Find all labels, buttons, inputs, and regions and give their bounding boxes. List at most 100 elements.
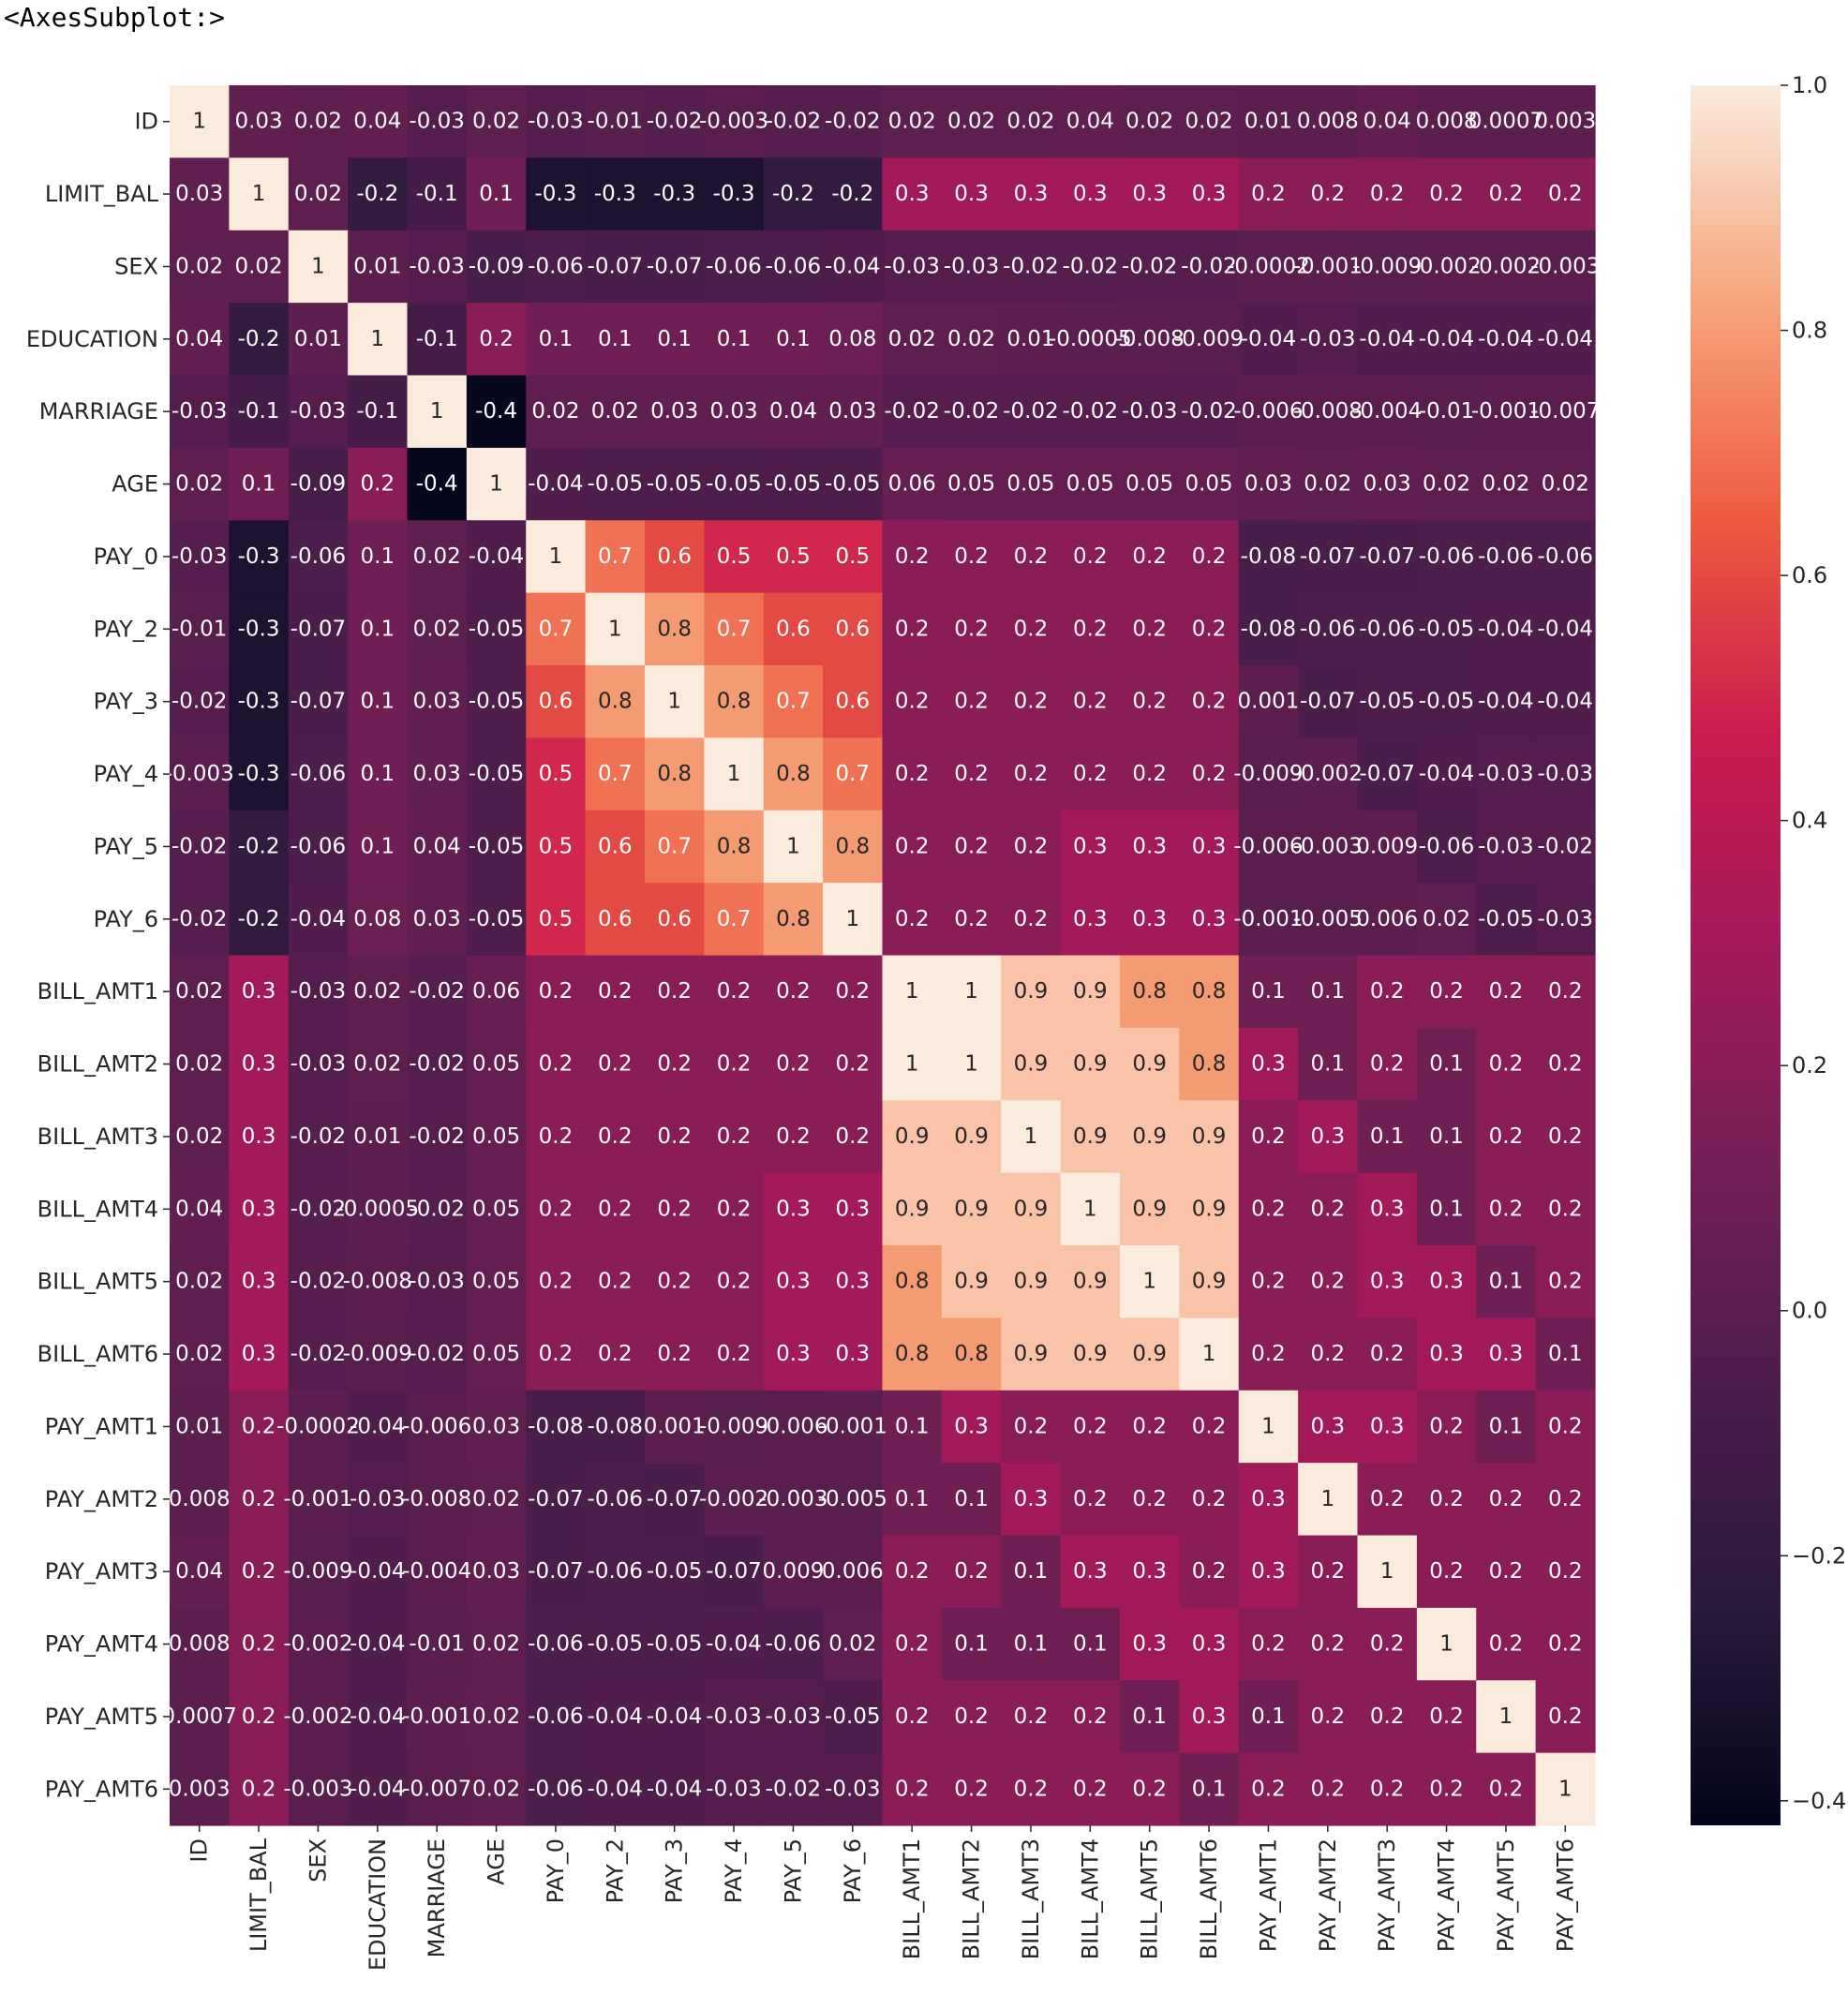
heatmap-cell bbox=[1238, 1752, 1299, 1826]
heatmap-cell bbox=[823, 592, 884, 666]
heatmap-cell-value: 0.2 bbox=[1014, 907, 1049, 931]
heatmap-cell-value: 0.8 bbox=[836, 834, 871, 858]
heatmap-cell bbox=[823, 1752, 884, 1826]
heatmap-cell bbox=[170, 592, 230, 666]
heatmap-cell bbox=[466, 955, 527, 1029]
heatmap-cell-value: -0.09 bbox=[469, 254, 525, 278]
heatmap-cell bbox=[348, 592, 409, 666]
heatmap-cell bbox=[407, 85, 468, 158]
heatmap-cell-value: -0.06 bbox=[1478, 544, 1534, 569]
y-tick-label: SEX bbox=[114, 253, 158, 279]
heatmap-cell-value: -0.05 bbox=[469, 834, 525, 858]
heatmap-cell-value: 0.05 bbox=[472, 1342, 520, 1366]
heatmap-cell-value: 0.3 bbox=[1489, 1342, 1524, 1366]
heatmap-cell-value: -0.007 bbox=[402, 1777, 471, 1801]
heatmap-cell-value: 0.3 bbox=[1132, 907, 1167, 931]
heatmap-cell-value: -0.02 bbox=[291, 1124, 347, 1149]
heatmap-cell-value: 0.01 bbox=[175, 1414, 223, 1438]
heatmap-cell bbox=[526, 665, 587, 738]
heatmap-cell-value: -0.04 bbox=[1538, 617, 1594, 641]
x-tick-label: AGE bbox=[484, 1838, 510, 1885]
heatmap-cell-value: -0.001 bbox=[1471, 399, 1541, 424]
heatmap-cell-value: 1 bbox=[608, 617, 622, 641]
heatmap-cell bbox=[1238, 810, 1299, 884]
heatmap-cell bbox=[466, 1027, 527, 1101]
heatmap-cell bbox=[288, 303, 349, 377]
heatmap-cell bbox=[645, 1245, 705, 1318]
heatmap-cell bbox=[1357, 1535, 1418, 1609]
heatmap-cell bbox=[704, 85, 765, 158]
heatmap-cell bbox=[526, 157, 587, 231]
heatmap-cell-value: -0.02 bbox=[409, 979, 465, 1004]
heatmap-cell bbox=[1298, 1317, 1359, 1391]
heatmap-cell-value: 0.2 bbox=[1073, 1704, 1108, 1729]
heatmap-cell-value: 0.5 bbox=[717, 544, 752, 569]
heatmap-cell bbox=[704, 375, 765, 449]
heatmap-cell-value: -0.3 bbox=[713, 182, 755, 206]
heatmap-cell bbox=[882, 85, 943, 158]
heatmap-cell bbox=[823, 447, 884, 521]
heatmap-cell bbox=[170, 883, 230, 957]
heatmap-cell-value: 0.2 bbox=[1073, 1487, 1108, 1511]
heatmap-cell-value: 0.2 bbox=[242, 1632, 276, 1657]
heatmap-cell bbox=[526, 520, 587, 594]
y-tick-label: PAY_AMT2 bbox=[45, 1486, 158, 1512]
heatmap-cell bbox=[645, 955, 705, 1029]
heatmap-cell bbox=[1179, 303, 1240, 377]
heatmap-cell-value: -0.04 bbox=[350, 1632, 406, 1657]
heatmap-cell bbox=[229, 810, 290, 884]
heatmap-cell bbox=[526, 1172, 587, 1246]
heatmap-cell bbox=[170, 1463, 230, 1537]
heatmap-cell bbox=[1001, 1100, 1062, 1174]
heatmap-cell bbox=[823, 1245, 884, 1318]
heatmap-cell-value: -0.02 bbox=[291, 1270, 347, 1294]
heatmap-cell bbox=[704, 883, 765, 957]
heatmap-cell-value: 0.2 bbox=[361, 472, 395, 497]
heatmap-cell-value: 0.01 bbox=[353, 254, 401, 278]
heatmap-cell bbox=[348, 665, 409, 738]
heatmap-cell bbox=[348, 1752, 409, 1826]
heatmap-cell-value: 0.2 bbox=[1192, 1414, 1227, 1438]
heatmap-cell bbox=[229, 1463, 290, 1537]
heatmap-cell-value: 0.2 bbox=[479, 327, 514, 351]
heatmap-cell bbox=[288, 665, 349, 738]
heatmap-cell-value: 0.2 bbox=[1311, 182, 1346, 206]
heatmap-cell bbox=[526, 1245, 587, 1318]
heatmap-cell bbox=[645, 1027, 705, 1101]
heatmap-cell-value: -0.1 bbox=[416, 327, 458, 351]
heatmap-cell-value: 0.001 bbox=[644, 1414, 706, 1438]
heatmap-cell-value: 0.1 bbox=[1429, 1052, 1464, 1077]
heatmap-cell bbox=[941, 1535, 1002, 1609]
heatmap-cell-value: 0.2 bbox=[1192, 1559, 1227, 1584]
heatmap-cell-value: 0.03 bbox=[1364, 472, 1411, 497]
heatmap-cell-value: -0.04 bbox=[1478, 327, 1534, 351]
heatmap-cell-value: 0.9 bbox=[1192, 1124, 1227, 1149]
heatmap-cell-value: 0.2 bbox=[1311, 1632, 1346, 1657]
heatmap-cell-value: 0.2 bbox=[657, 1052, 692, 1077]
heatmap-cell bbox=[941, 1245, 1002, 1318]
heatmap-cell bbox=[1476, 1390, 1537, 1464]
heatmap-cell bbox=[941, 810, 1002, 884]
heatmap-cell bbox=[170, 955, 230, 1029]
heatmap-cell-value: -0.3 bbox=[238, 617, 280, 641]
heatmap-cell-value: -0.03 bbox=[1538, 907, 1594, 931]
heatmap-cell bbox=[1416, 737, 1477, 811]
heatmap-cell-value: 0.02 bbox=[947, 110, 995, 134]
heatmap-cell bbox=[288, 157, 349, 231]
heatmap-cell-value: -0.03 bbox=[825, 1777, 881, 1801]
heatmap-cell-value: -0.0005 bbox=[335, 1197, 419, 1221]
heatmap-cell-value: -0.002 bbox=[1471, 254, 1541, 278]
heatmap-cell bbox=[229, 1317, 290, 1391]
heatmap-cell bbox=[466, 737, 527, 811]
heatmap-cell-value: 0.9 bbox=[1014, 979, 1049, 1004]
heatmap-cell-value: 0.02 bbox=[472, 1487, 520, 1511]
heatmap-cell bbox=[823, 883, 884, 957]
heatmap-cell bbox=[1060, 520, 1121, 594]
heatmap-cell-value: -0.003 bbox=[1530, 254, 1600, 278]
heatmap-cell bbox=[585, 1607, 646, 1681]
heatmap-cell bbox=[1476, 303, 1537, 377]
colorbar-tick-label: 0.4 bbox=[1792, 808, 1827, 834]
heatmap-cell-value: 0.02 bbox=[1423, 472, 1470, 497]
heatmap-cell bbox=[1476, 230, 1537, 304]
heatmap-cell bbox=[941, 447, 1002, 521]
